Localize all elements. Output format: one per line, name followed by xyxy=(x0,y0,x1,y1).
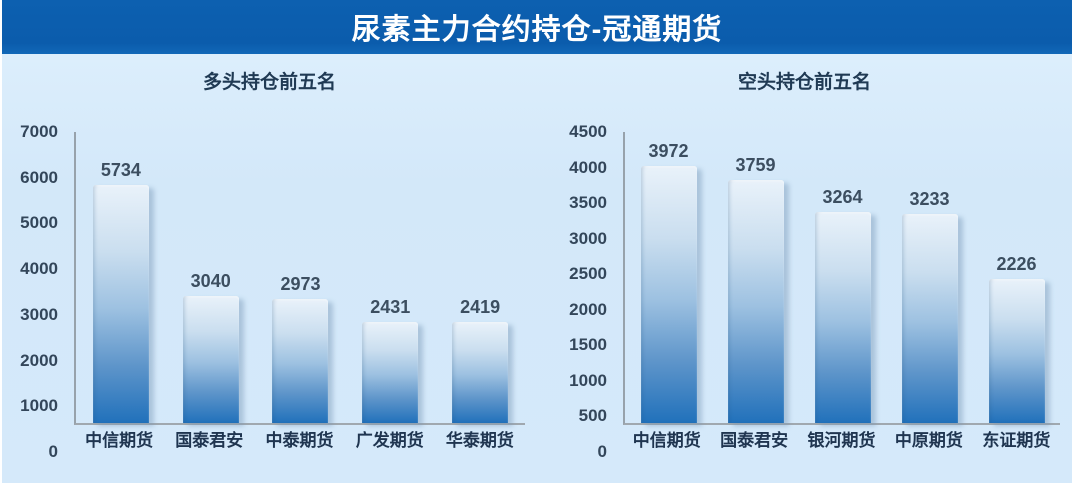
x-category-label: 国泰君安 xyxy=(720,430,789,450)
bar-value-label: 5734 xyxy=(100,159,141,180)
bar-value-label: 2973 xyxy=(280,274,321,295)
y-tick-label: 1000 xyxy=(20,396,58,416)
bar-华泰期货 xyxy=(452,322,509,423)
y-tick-label: 5000 xyxy=(20,213,58,233)
bar-slot: 2973 xyxy=(256,132,346,423)
bar-slot: 2419 xyxy=(435,132,525,423)
y-tick-label: 4000 xyxy=(569,157,607,177)
plot-area: 5734 3040 2973 2431 2419 xyxy=(74,132,525,425)
bars: 3972 3759 3264 3233 2226 xyxy=(625,132,1060,423)
bar-value-label: 3972 xyxy=(648,141,689,162)
y-tick-label: 3000 xyxy=(569,228,607,248)
x-category-label: 华泰期货 xyxy=(445,430,514,450)
infographic-canvas: 尿素主力合约持仓-冠通期货 多头持仓前五名 0 1000 2000 3000 4000 5… xyxy=(2,0,1072,483)
title-banner: 尿素主力合约持仓-冠通期货 xyxy=(2,0,1072,54)
y-tick-label: 7000 xyxy=(20,122,58,141)
bar-slot: 5734 xyxy=(76,132,166,423)
x-category-label: 中原期货 xyxy=(894,430,963,450)
bar-value-label: 3040 xyxy=(190,271,231,292)
plot-wrap: 0 500 1000 1500 2000 2500 3000 3500 4000 4500 397… xyxy=(537,123,1072,461)
bar-value-label: 3759 xyxy=(735,154,776,175)
x-category-label: 银河期货 xyxy=(807,430,876,450)
y-tick-label: 4500 xyxy=(569,122,607,141)
bar-value-label: 2431 xyxy=(370,296,411,317)
bar-广发期货 xyxy=(362,321,419,423)
chart-title: 空头持仓前五名 xyxy=(737,72,871,93)
x-category-label: 中信期货 xyxy=(632,430,701,450)
x-category-label: 国泰君安 xyxy=(175,430,244,450)
bar-slot: 3759 xyxy=(712,132,799,423)
x-category-label: 中信期货 xyxy=(85,430,154,450)
bar-slot: 3264 xyxy=(799,132,886,423)
bar-slot: 2431 xyxy=(345,132,435,423)
chart-title: 多头持仓前五名 xyxy=(202,72,336,93)
bar-value-label: 2226 xyxy=(996,253,1037,274)
y-tick-label: 0 xyxy=(597,442,607,461)
bar-银河期货 xyxy=(814,211,871,423)
y-tick-label: 2500 xyxy=(569,264,607,284)
plot-wrap: 0 1000 2000 3000 4000 5000 6000 7000 5734 3040 29… xyxy=(2,123,537,461)
x-category-label: 中泰期货 xyxy=(265,430,334,450)
x-axis: 中信期货 国泰君安 银河期货 中原期货 东证期货 xyxy=(623,425,1060,452)
y-tick-label: 3500 xyxy=(569,193,607,213)
bars: 5734 3040 2973 2431 2419 xyxy=(76,132,525,423)
y-tick-label: 2000 xyxy=(20,350,58,370)
bar-国泰君安 xyxy=(182,296,239,423)
short-positions-chart: 空头持仓前五名 0 500 1000 1500 2000 2500 3000 3500 4000… xyxy=(537,54,1072,483)
y-tick-label: 3000 xyxy=(20,304,58,324)
bar-slot: 3040 xyxy=(166,132,256,423)
plot-area: 3972 3759 3264 3233 2226 xyxy=(623,132,1060,425)
bar-中信期货 xyxy=(640,166,697,423)
bar-value-label: 3233 xyxy=(909,188,950,209)
bar-value-label: 2419 xyxy=(460,297,501,318)
bar-国泰君安 xyxy=(727,179,784,423)
plot-col: 5734 3040 2973 2431 2419 中信期货 国泰君安 中泰期货 广发期货 华泰期… xyxy=(74,132,525,452)
y-axis: 0 1000 2000 3000 4000 5000 6000 7000 xyxy=(2,123,74,461)
bar-中泰期货 xyxy=(272,299,329,423)
y-tick-label: 1000 xyxy=(569,370,607,390)
x-axis: 中信期货 国泰君安 中泰期货 广发期货 华泰期货 xyxy=(74,425,525,452)
charts-area: 多头持仓前五名 0 1000 2000 3000 4000 5000 6000 7000 57… xyxy=(2,54,1072,483)
bar-slot: 3233 xyxy=(886,132,973,423)
y-tick-label: 4000 xyxy=(20,259,58,279)
long-positions-chart: 多头持仓前五名 0 1000 2000 3000 4000 5000 6000 7000 57… xyxy=(2,54,537,483)
bar-slot: 3972 xyxy=(625,132,712,423)
bar-中原期货 xyxy=(901,213,958,423)
y-axis: 0 500 1000 1500 2000 2500 3000 3500 4000 4500 xyxy=(537,123,623,461)
bar-中信期货 xyxy=(92,184,149,423)
bar-value-label: 3264 xyxy=(822,186,863,207)
x-category-label: 东证期货 xyxy=(982,430,1051,450)
y-tick-label: 2000 xyxy=(569,299,607,319)
bar-slot: 2226 xyxy=(973,132,1060,423)
y-tick-label: 6000 xyxy=(20,167,58,187)
page-title: 尿素主力合约持仓-冠通期货 xyxy=(351,14,723,46)
y-tick-label: 500 xyxy=(578,406,607,426)
plot-col: 3972 3759 3264 3233 2226 中信期货 国泰君安 银河期货 中原期货 东证期… xyxy=(623,132,1060,452)
y-tick-label: 1500 xyxy=(569,335,607,355)
x-category-label: 广发期货 xyxy=(355,430,424,450)
y-tick-label: 0 xyxy=(48,442,58,461)
bar-东证期货 xyxy=(988,278,1045,423)
